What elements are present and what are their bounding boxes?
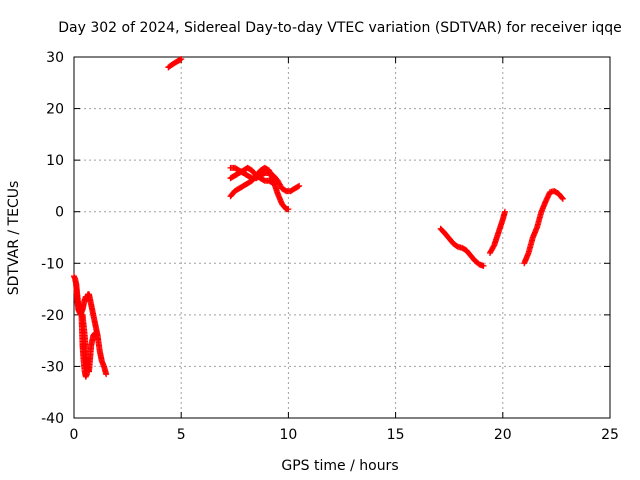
chart-title: Day 302 of 2024, Sidereal Day-to-day VTE…	[58, 20, 622, 36]
series-seg-c	[79, 311, 101, 375]
x-axis-label: GPS time / hours	[281, 458, 398, 474]
x-tick-label: 20	[494, 427, 512, 443]
y-axis-label: SDTVAR / TECUs	[6, 181, 22, 296]
x-tick-label: 0	[70, 427, 79, 443]
series-seg-h	[437, 225, 487, 269]
series-seg-j	[521, 188, 566, 267]
y-tick-label: 20	[46, 102, 64, 118]
y-tick-label: 0	[55, 205, 64, 221]
data-marks	[71, 56, 566, 380]
data-point	[270, 180, 277, 187]
data-point	[103, 371, 110, 378]
data-point	[93, 331, 100, 338]
x-tick-label: 15	[387, 427, 405, 443]
y-tick-label: -20	[41, 308, 64, 324]
x-tick-label: 5	[177, 427, 186, 443]
data-point	[94, 332, 101, 339]
data-point	[296, 182, 303, 189]
y-tick-label: 10	[46, 153, 64, 169]
data-point	[285, 206, 292, 213]
plot-frame	[73, 56, 611, 419]
x-tick-label: 25	[601, 427, 619, 443]
x-tick-label: 10	[279, 427, 297, 443]
series-seg-g	[227, 164, 277, 187]
y-tick-label: -40	[41, 411, 64, 427]
axis-ticks: 0 5 10 15 20 25 -40 -30 -20 -10 0 10 20 30	[41, 50, 619, 443]
series-seg-b	[73, 280, 110, 378]
series-seg-i	[486, 208, 508, 256]
series-seg-d	[165, 56, 185, 71]
y-tick-label: -30	[41, 359, 64, 375]
data-point	[178, 56, 185, 63]
data-point	[501, 208, 508, 215]
data-point	[559, 195, 566, 202]
y-tick-label: -10	[41, 256, 64, 272]
data-point	[480, 262, 487, 269]
y-tick-label: 30	[46, 50, 64, 66]
grid-lines	[74, 57, 610, 418]
series-seg-e	[227, 164, 292, 213]
data-point	[558, 194, 565, 201]
